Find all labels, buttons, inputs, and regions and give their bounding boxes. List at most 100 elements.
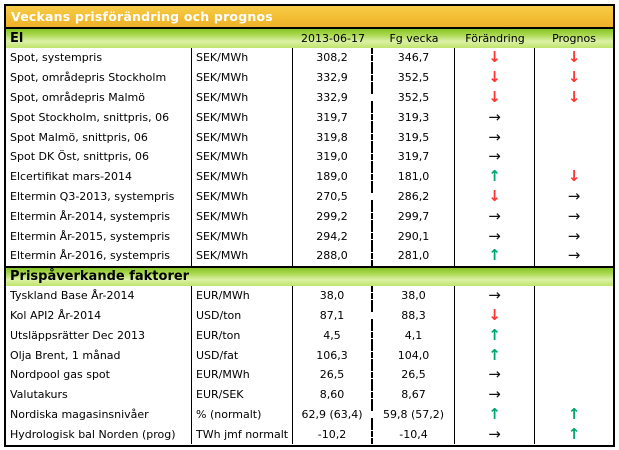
row-value-previous: 352,5 bbox=[373, 67, 455, 88]
row-unit: SEK/MWh bbox=[192, 226, 293, 246]
forecast-cell bbox=[535, 147, 613, 167]
row-value-current: 319,8 bbox=[293, 127, 373, 147]
row-value-current: 87,1 bbox=[293, 305, 373, 326]
row-label: Nordiska magasinsnivåer bbox=[6, 404, 192, 425]
right-arrow-icon: → bbox=[488, 226, 501, 245]
down-arrow-icon: ↓ bbox=[488, 305, 501, 324]
up-arrow-icon: ↑ bbox=[488, 167, 501, 186]
row-unit: SEK/MWh bbox=[192, 87, 293, 108]
section-header-el: El 2013-06-17 Fg vecka Förändring Progno… bbox=[6, 29, 613, 48]
right-arrow-icon: → bbox=[488, 206, 501, 225]
row-value-current: 288,0 bbox=[293, 245, 373, 266]
row-value-current: 332,9 bbox=[293, 87, 373, 108]
table-row: Spot Stockholm, snittpris, 06 SEK/MWh 319,… bbox=[6, 107, 613, 128]
down-arrow-icon: ↓ bbox=[567, 167, 581, 186]
row-unit: % (normalt) bbox=[192, 404, 293, 425]
change-cell: → bbox=[455, 226, 535, 246]
down-arrow-icon: ↓ bbox=[567, 68, 581, 87]
row-label: Spot, områdepris Malmö bbox=[6, 87, 192, 108]
right-arrow-icon: → bbox=[488, 127, 501, 146]
row-unit: SEK/MWh bbox=[192, 245, 293, 266]
change-cell: → bbox=[455, 424, 535, 445]
forecast-cell: ↓ bbox=[535, 48, 613, 68]
table-row: Valutakurs EUR/SEK 8,60 8,67 → bbox=[6, 384, 613, 405]
row-label: Spot, områdepris Stockholm bbox=[6, 67, 192, 88]
change-cell: → bbox=[455, 206, 535, 227]
change-cell: ↓ bbox=[455, 67, 535, 88]
forecast-cell bbox=[535, 107, 613, 127]
table-row: Spot, områdepris Stockholm SEK/MWh 332,9 35… bbox=[6, 67, 613, 88]
up-arrow-icon: ↑ bbox=[488, 345, 501, 364]
row-value-current: 332,9 bbox=[293, 67, 373, 88]
row-value-current: 189,0 bbox=[293, 166, 373, 187]
row-label: Utsläppsrätter Dec 2013 bbox=[6, 325, 192, 346]
row-label: Spot, systempris bbox=[6, 48, 192, 68]
row-value-previous: -10,4 bbox=[373, 424, 455, 445]
price-table: Veckans prisförändring och prognos El 20… bbox=[4, 4, 615, 447]
row-label: Eltermin År-2015, systempris bbox=[6, 226, 192, 246]
forecast-cell: → bbox=[535, 187, 613, 207]
row-value-previous: 346,7 bbox=[373, 48, 455, 68]
change-cell: → bbox=[455, 146, 535, 167]
row-value-current: 38,0 bbox=[293, 285, 373, 306]
forecast-cell: ↑ bbox=[535, 424, 613, 444]
change-cell: ↑ bbox=[455, 325, 535, 346]
up-arrow-icon: ↑ bbox=[567, 404, 581, 423]
row-value-previous: 290,1 bbox=[373, 226, 455, 246]
column-header-prev-week: Fg vecka bbox=[389, 32, 439, 45]
change-cell: → bbox=[455, 285, 535, 306]
row-unit: SEK/MWh bbox=[192, 146, 293, 167]
row-label: Eltermin År-2016, systempris bbox=[6, 245, 192, 266]
row-value-current: 319,0 bbox=[293, 146, 373, 167]
row-value-previous: 26,5 bbox=[373, 364, 455, 385]
forecast-cell: → bbox=[535, 246, 613, 266]
row-value-previous: 104,0 bbox=[373, 345, 455, 365]
row-label: Nordpool gas spot bbox=[6, 364, 192, 385]
row-value-previous: 281,0 bbox=[373, 245, 455, 266]
section-header-faktorer: Prispåverkande faktorer bbox=[6, 265, 613, 286]
table-row: Hydrologisk bal Norden (prog) TWh jmf nor… bbox=[6, 424, 613, 445]
row-value-previous: 286,2 bbox=[373, 186, 455, 207]
row-value-previous: 352,5 bbox=[373, 87, 455, 108]
right-arrow-icon: → bbox=[488, 107, 501, 126]
row-value-current: 8,60 bbox=[293, 384, 373, 405]
forecast-cell bbox=[535, 345, 613, 365]
forecast-cell: ↑ bbox=[535, 405, 613, 425]
row-value-previous: 8,67 bbox=[373, 384, 455, 405]
row-unit: SEK/MWh bbox=[192, 48, 293, 68]
down-arrow-icon: ↓ bbox=[488, 186, 501, 205]
table-row: Eltermin År-2014, systempris SEK/MWh 299,2… bbox=[6, 206, 613, 227]
table-row: Kol API2 År-2014 USD/ton 87,1 88,3 ↓ bbox=[6, 305, 613, 326]
down-arrow-icon: ↓ bbox=[567, 48, 581, 67]
right-arrow-icon: → bbox=[488, 286, 501, 305]
table-row: Eltermin Q3-2013, systempris SEK/MWh 270,5… bbox=[6, 186, 613, 207]
table-row: Tyskland Base År-2014 EUR/MWh 38,0 38,0 → bbox=[6, 285, 613, 306]
row-value-current: -10,2 bbox=[293, 424, 373, 445]
row-value-current: 299,2 bbox=[293, 206, 373, 227]
change-cell: ↑ bbox=[455, 404, 535, 425]
forecast-cell bbox=[535, 325, 613, 345]
right-arrow-icon: → bbox=[567, 186, 581, 205]
forecast-cell: → bbox=[535, 226, 613, 246]
section-title-faktorer: Prispåverkande faktorer bbox=[10, 269, 190, 285]
table-row: Spot, områdepris Malmö SEK/MWh 332,9 352,5 ↓… bbox=[6, 87, 613, 108]
down-arrow-icon: ↓ bbox=[488, 87, 501, 106]
row-label: Spot Stockholm, snittpris, 06 bbox=[6, 107, 192, 128]
row-unit: EUR/MWh bbox=[192, 285, 293, 306]
row-value-previous: 181,0 bbox=[373, 166, 455, 187]
row-label: Tyskland Base År-2014 bbox=[6, 285, 192, 306]
row-value-previous: 319,7 bbox=[373, 146, 455, 167]
el-section-rows: Spot, systempris SEK/MWh 308,2 346,7 ↓ ↓ Spot,… bbox=[6, 48, 613, 266]
row-label: Hydrologisk bal Norden (prog) bbox=[6, 424, 192, 445]
change-cell: ↓ bbox=[455, 305, 535, 326]
table-title-bar: Veckans prisförändring och prognos bbox=[6, 6, 613, 29]
up-arrow-icon: ↑ bbox=[488, 404, 501, 423]
row-value-current: 308,2 bbox=[293, 48, 373, 68]
column-header-date: 2013-06-17 bbox=[301, 32, 365, 45]
table-row: Nordpool gas spot EUR/MWh 26,5 26,5 → bbox=[6, 364, 613, 385]
column-header-forecast: Prognos bbox=[552, 32, 596, 45]
row-value-current: 4,5 bbox=[293, 325, 373, 346]
forecast-cell: ↓ bbox=[535, 88, 613, 108]
row-value-previous: 299,7 bbox=[373, 206, 455, 227]
change-cell: → bbox=[455, 127, 535, 147]
